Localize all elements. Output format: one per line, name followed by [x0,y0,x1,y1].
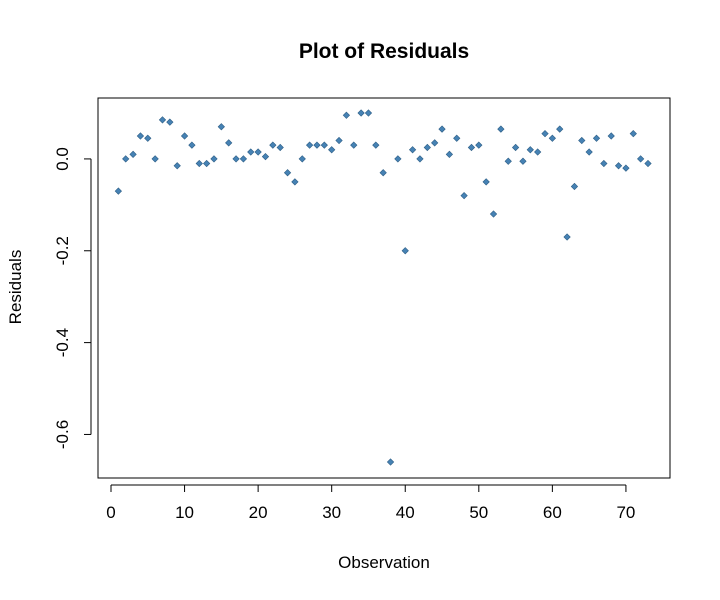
data-point [526,146,534,154]
data-point [614,162,623,170]
data-point [541,130,549,138]
data-point [269,141,277,149]
data-point [453,134,461,142]
x-tick-label: 30 [322,503,341,522]
data-point [328,146,336,154]
data-point [247,148,255,156]
plot-frame [97,97,671,479]
data-point [578,136,586,145]
data-point [592,134,601,142]
data-point [225,139,233,147]
data-point [563,233,571,241]
data-point [114,187,122,195]
data-point [136,132,145,140]
data-point [379,169,387,177]
data-point [607,132,615,140]
data-point [195,159,203,168]
data-point [386,458,395,466]
data-point [166,118,174,126]
data-point [180,132,189,140]
data-point [548,134,556,142]
data-point [350,141,358,149]
y-tick-label: -0.2 [53,236,72,265]
data-point [431,139,439,147]
data-point [423,143,431,152]
data-point [511,143,520,152]
data-point [570,182,579,191]
data-point [629,130,637,138]
data-point [482,178,490,186]
x-tick-label: 0 [106,503,115,522]
data-point [519,157,527,165]
data-point [622,164,630,172]
data-point [460,192,468,200]
data-point [364,109,373,117]
data-point [158,116,167,124]
x-axis-label: Observation [338,553,430,572]
data-point [129,150,137,158]
data-point [188,141,196,149]
x-tick-label: 20 [249,503,268,522]
data-point [335,136,343,145]
x-axis: 0 10 20 30 40 50 60 70 [106,484,635,522]
x-tick-label: 60 [543,503,562,522]
data-point [585,148,593,156]
data-point [408,146,417,154]
y-tick-label: 0.0 [53,147,72,171]
data-point [534,148,542,156]
data-point [313,141,321,149]
data-point [298,155,306,163]
data-point [644,159,652,168]
data-point [276,143,284,152]
data-point [232,155,240,163]
data-point [239,155,248,163]
x-tick-label: 10 [175,503,194,522]
data-point [210,155,218,163]
data-point [144,134,152,142]
data-point [342,111,351,119]
data-point [416,155,424,163]
x-tick-label: 40 [396,503,415,522]
data-point [600,159,608,168]
data-point [438,125,446,133]
data-points [114,109,652,466]
data-point [151,155,159,163]
data-point [217,123,225,131]
data-point [497,125,505,133]
data-point [445,150,454,158]
data-point [467,143,476,152]
y-axis: 0.0 -0.2 -0.4 -0.6 [53,147,92,449]
data-point [475,141,483,149]
chart-title: Plot of Residuals [299,40,469,63]
data-point [401,247,409,255]
y-axis-label: Residuals [6,250,25,325]
data-point [489,210,498,218]
data-point [203,159,211,168]
y-tick-label: -0.6 [53,420,72,449]
data-point [122,155,130,163]
data-point [283,169,292,177]
data-point [261,153,270,161]
data-point [254,148,262,156]
data-point [504,157,512,165]
data-point [372,141,380,149]
y-tick-label: -0.4 [53,328,72,357]
data-point [357,109,365,117]
x-tick-label: 70 [616,503,635,522]
x-tick-label: 50 [469,503,488,522]
data-point [637,155,645,163]
data-point [291,178,299,186]
data-point [320,141,328,149]
data-point [305,141,314,149]
data-point [173,162,181,170]
data-point [394,155,402,163]
data-point [556,125,564,133]
